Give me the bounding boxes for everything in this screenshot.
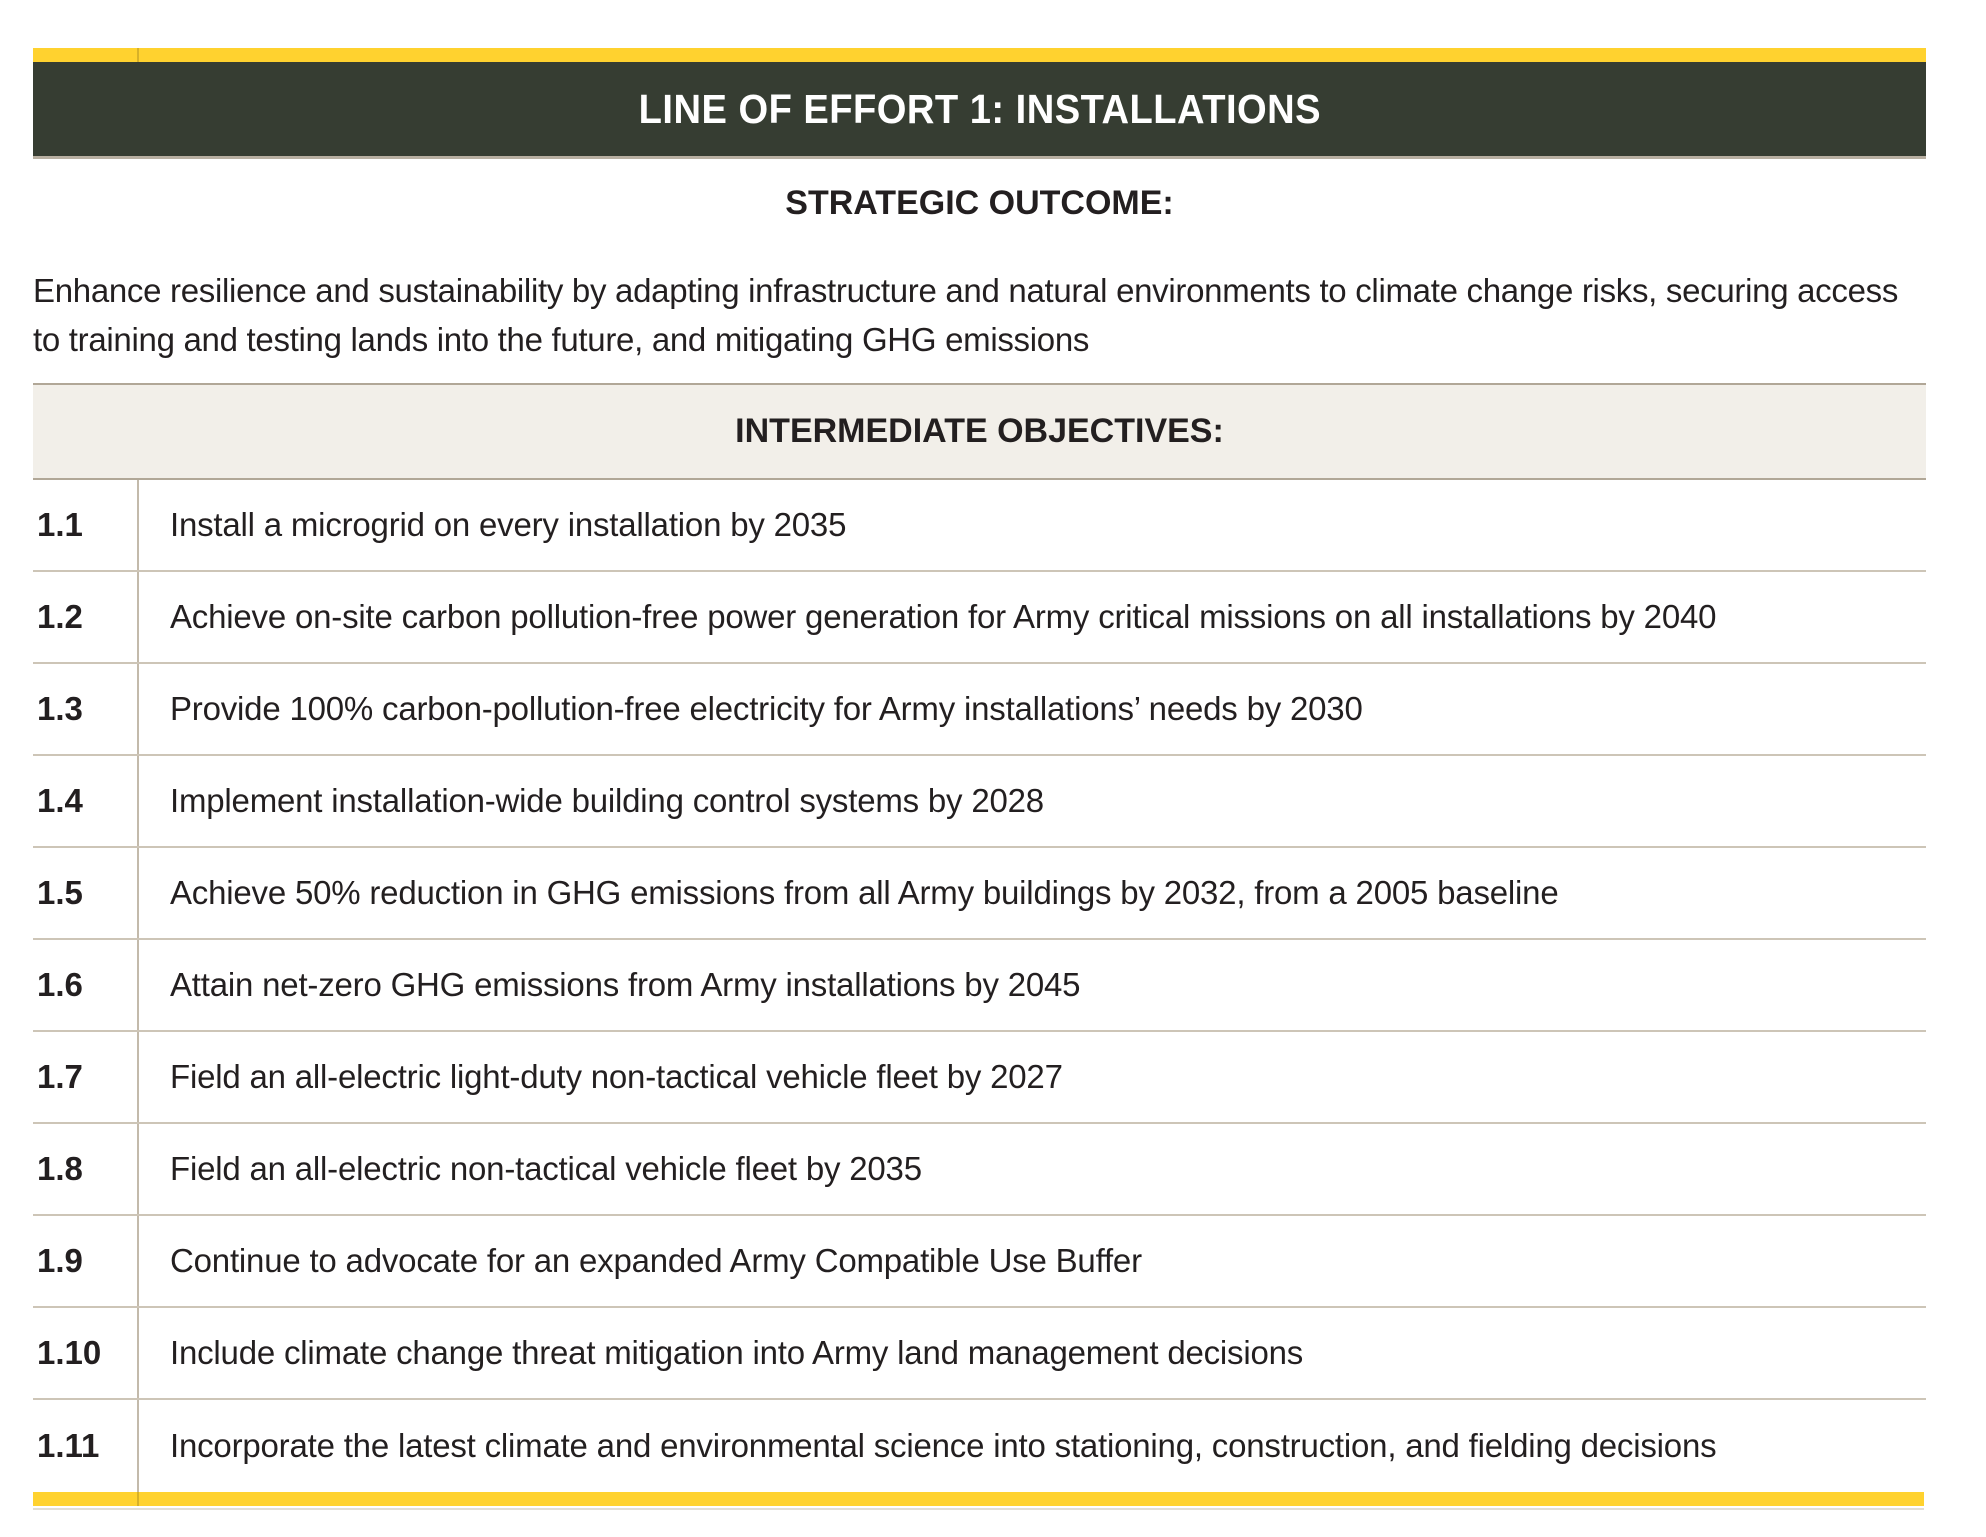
table-row: 1.10 Include climate change threat mitig… <box>33 1308 1926 1400</box>
strategic-outcome-text: Enhance resilience and sustainability by… <box>33 272 1899 358</box>
table-row: 1.5 Achieve 50% reduction in GHG emissio… <box>33 848 1926 940</box>
objective-text: Continue to advocate for an expanded Arm… <box>170 1242 1142 1279</box>
intermediate-objectives-heading: INTERMEDIATE OBJECTIVES: <box>735 412 1224 450</box>
objective-number: 1.2 <box>33 572 139 662</box>
objective-text: Incorporate the latest climate and envir… <box>170 1427 1717 1464</box>
header-shadow-line <box>33 156 1926 159</box>
bottom-accent-bar <box>33 1492 1924 1506</box>
accent-bar-seam <box>137 1492 139 1506</box>
objective-number: 1.3 <box>33 664 139 754</box>
table-row: 1.9 Continue to advocate for an expanded… <box>33 1216 1926 1308</box>
top-accent-bar <box>33 48 1926 62</box>
table-row: 1.2 Achieve on-site carbon pollution-fre… <box>33 572 1926 664</box>
table-row: 1.11 Incorporate the latest climate and … <box>33 1400 1926 1492</box>
bottom-shadow-line <box>33 1508 1924 1510</box>
objective-number: 1.1 <box>33 480 139 570</box>
table-row: 1.6 Attain net-zero GHG emissions from A… <box>33 940 1926 1032</box>
accent-bar-seam <box>137 48 139 62</box>
table-row: 1.7 Field an all-electric light-duty non… <box>33 1032 1926 1124</box>
table-row: 1.4 Implement installation-wide building… <box>33 756 1926 848</box>
objective-number: 1.6 <box>33 940 139 1030</box>
objective-text: Field an all-electric light-duty non-tac… <box>170 1058 1063 1095</box>
objective-text: Provide 100% carbon-pollution-free elect… <box>170 690 1363 727</box>
objective-text: Attain net-zero GHG emissions from Army … <box>170 966 1081 1003</box>
objective-text: Field an all-electric non-tactical vehic… <box>170 1150 922 1187</box>
objective-text: Install a microgrid on every installatio… <box>170 506 847 543</box>
objective-text: Achieve on-site carbon pollution-free po… <box>170 598 1717 635</box>
objective-text: Include climate change threat mitigation… <box>170 1334 1304 1371</box>
objective-text: Achieve 50% reduction in GHG emissions f… <box>170 874 1559 911</box>
table-row: 1.8 Field an all-electric non-tactical v… <box>33 1124 1926 1216</box>
objective-number: 1.9 <box>33 1216 139 1306</box>
intermediate-objectives-band: INTERMEDIATE OBJECTIVES: <box>33 383 1926 480</box>
objective-number: 1.4 <box>33 756 139 846</box>
strategic-outcome-heading: STRATEGIC OUTCOME: <box>785 184 1174 222</box>
objective-number: 1.10 <box>33 1308 139 1398</box>
table-row: 1.3 Provide 100% carbon-pollution-free e… <box>33 664 1926 756</box>
objective-number: 1.5 <box>33 848 139 938</box>
table-row: 1.1 Install a microgrid on every install… <box>33 480 1926 572</box>
page-title: LINE OF EFFORT 1: INSTALLATIONS <box>638 85 1321 132</box>
line-of-effort-header: LINE OF EFFORT 1: INSTALLATIONS <box>33 62 1926 156</box>
objective-number: 1.7 <box>33 1032 139 1122</box>
objective-number: 1.11 <box>33 1400 139 1492</box>
objective-number: 1.8 <box>33 1124 139 1214</box>
objective-text: Implement installation-wide building con… <box>170 782 1044 819</box>
objectives-table: 1.1 Install a microgrid on every install… <box>33 480 1926 1492</box>
